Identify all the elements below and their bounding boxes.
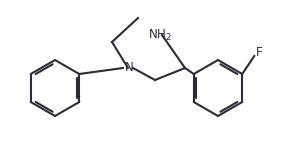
Text: NH$_2$: NH$_2$ <box>148 28 172 43</box>
Text: N: N <box>125 61 133 74</box>
Text: F: F <box>256 46 263 59</box>
